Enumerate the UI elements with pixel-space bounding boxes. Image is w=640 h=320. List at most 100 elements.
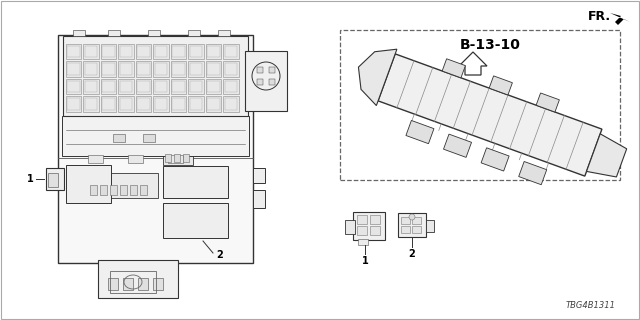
Bar xyxy=(128,155,143,163)
Bar xyxy=(218,30,230,36)
Bar xyxy=(205,44,221,59)
Bar xyxy=(245,51,287,111)
Bar xyxy=(207,98,220,109)
Text: FR.: FR. xyxy=(588,11,611,23)
Bar xyxy=(172,98,184,109)
Bar xyxy=(174,154,180,162)
Circle shape xyxy=(409,214,415,220)
Bar xyxy=(168,155,183,163)
Bar xyxy=(65,61,81,76)
Bar xyxy=(83,78,99,94)
Bar xyxy=(401,226,410,233)
Bar xyxy=(120,63,132,75)
Text: 2: 2 xyxy=(408,249,415,259)
Bar xyxy=(412,226,421,233)
Polygon shape xyxy=(406,120,434,144)
Bar xyxy=(67,98,79,109)
Bar xyxy=(102,63,115,75)
Bar xyxy=(118,78,134,94)
Bar xyxy=(100,61,116,76)
Bar xyxy=(153,96,168,111)
Bar xyxy=(67,63,79,75)
Bar xyxy=(83,44,99,59)
Bar xyxy=(120,98,132,109)
Bar xyxy=(340,30,620,180)
Bar xyxy=(100,96,116,111)
Bar xyxy=(170,96,186,111)
Bar xyxy=(358,239,368,245)
Bar xyxy=(170,78,186,94)
Bar xyxy=(137,98,150,109)
Bar xyxy=(189,81,202,92)
Bar xyxy=(110,185,117,195)
Bar xyxy=(100,185,107,195)
Bar xyxy=(48,173,58,187)
Bar xyxy=(153,78,168,94)
Polygon shape xyxy=(444,134,472,157)
Bar xyxy=(257,67,263,73)
Bar xyxy=(398,213,426,237)
Bar xyxy=(118,96,134,111)
Bar xyxy=(123,278,133,290)
Bar xyxy=(138,278,148,290)
Bar xyxy=(172,81,184,92)
Bar xyxy=(189,45,202,57)
Bar xyxy=(257,79,263,85)
Bar xyxy=(225,45,237,57)
Bar xyxy=(65,78,81,94)
Bar xyxy=(188,96,204,111)
Bar xyxy=(269,79,275,85)
Bar xyxy=(165,154,171,162)
Bar xyxy=(153,61,168,76)
Bar xyxy=(73,30,85,36)
Bar xyxy=(136,44,151,59)
Bar xyxy=(154,45,167,57)
Bar xyxy=(357,215,367,224)
Bar xyxy=(136,96,151,111)
Bar xyxy=(426,220,434,232)
Text: 1: 1 xyxy=(362,256,369,266)
Bar xyxy=(65,44,81,59)
Bar xyxy=(108,278,118,290)
Bar xyxy=(188,61,204,76)
Bar xyxy=(62,116,249,156)
Bar xyxy=(225,98,237,109)
Bar xyxy=(120,185,127,195)
Bar xyxy=(84,63,97,75)
Polygon shape xyxy=(610,13,630,25)
Polygon shape xyxy=(442,59,465,78)
Bar xyxy=(205,96,221,111)
Bar xyxy=(353,212,385,240)
Bar xyxy=(88,173,158,198)
Bar xyxy=(163,203,228,238)
Bar xyxy=(143,134,155,142)
Bar xyxy=(83,96,99,111)
Bar xyxy=(253,190,265,208)
Bar xyxy=(120,81,132,92)
Bar xyxy=(183,154,189,162)
Bar xyxy=(172,45,184,57)
Bar xyxy=(189,63,202,75)
Bar xyxy=(207,63,220,75)
Bar xyxy=(170,61,186,76)
Bar xyxy=(163,166,228,198)
Bar xyxy=(102,45,115,57)
Bar xyxy=(225,81,237,92)
Polygon shape xyxy=(518,162,547,185)
Bar xyxy=(100,78,116,94)
Bar xyxy=(154,81,167,92)
Bar xyxy=(163,145,193,165)
Bar xyxy=(412,217,421,224)
Bar xyxy=(188,44,204,59)
Bar xyxy=(100,44,116,59)
Bar xyxy=(225,63,237,75)
Polygon shape xyxy=(459,52,487,75)
Polygon shape xyxy=(489,76,513,95)
Bar xyxy=(102,98,115,109)
Bar xyxy=(118,44,134,59)
Bar xyxy=(84,45,97,57)
Bar xyxy=(223,78,239,94)
Bar xyxy=(205,78,221,94)
Bar xyxy=(84,98,97,109)
Text: 2: 2 xyxy=(216,250,223,260)
